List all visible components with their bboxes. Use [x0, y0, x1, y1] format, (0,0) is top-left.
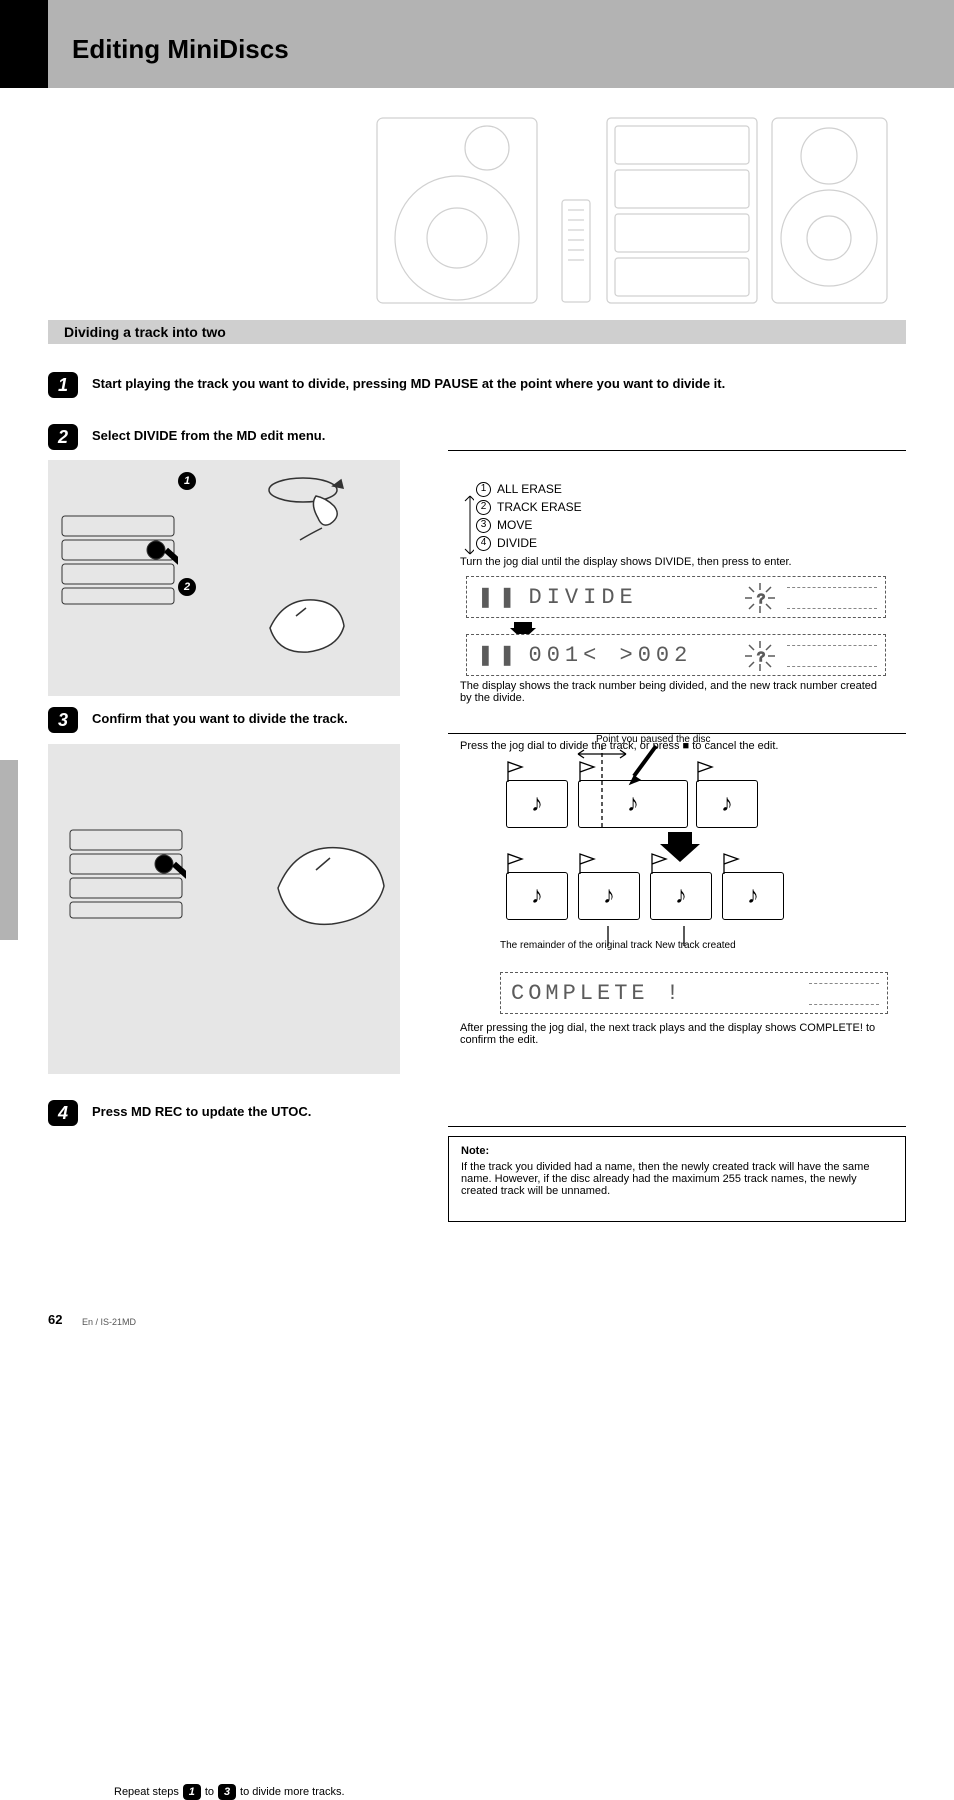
repeat-mid: to	[205, 1786, 214, 1798]
lcd-text-complete: COMPLETE !	[511, 981, 683, 1006]
stereo-unit-icon-2	[66, 824, 186, 924]
menu-item-4: DIVIDE	[497, 534, 537, 552]
pause-icon: ❚❚	[477, 584, 521, 610]
top-black-tab	[0, 0, 48, 88]
lcd-text-2: 001< >002	[529, 643, 693, 668]
divide-diagram: ♪ ♪ ♪ ♪ ♪ ♪ ♪	[500, 740, 800, 940]
note-icon: ♪	[747, 882, 759, 910]
step-1-badge: 1	[48, 372, 78, 398]
side-grey-tab	[0, 760, 18, 940]
lcd-text-1: DIVIDE	[529, 585, 638, 610]
track-box: ♪	[578, 872, 640, 920]
note-icon: ♪	[531, 882, 543, 910]
repeat-note: Repeat steps 1 to 3 to divide more track…	[114, 1784, 345, 1800]
repeat-prefix: Repeat steps	[114, 1786, 179, 1798]
menu-instruction: Turn the jog dial until the display show…	[460, 556, 880, 568]
step-3-text: Confirm that you want to divide the trac…	[92, 711, 882, 726]
page-number: 62	[48, 1312, 62, 1327]
lcd-tail-1	[787, 587, 877, 609]
lcd-tail-2	[787, 645, 877, 667]
blink-icon: ?	[743, 581, 777, 615]
step-1-text: Start playing the track you want to divi…	[92, 376, 882, 391]
track-box: ♪	[722, 872, 784, 920]
repeat-suffix: to divide more tracks.	[240, 1786, 345, 1798]
track-box: ♪	[506, 872, 568, 920]
menu-item-3: MOVE	[497, 516, 532, 534]
hero-stereo-illustration	[372, 108, 892, 308]
step-4-rule	[448, 1126, 906, 1127]
section-heading: Dividing a track into two	[48, 320, 906, 344]
menu-item-1: ALL ERASE	[497, 480, 562, 498]
track-box: ♪	[506, 780, 568, 828]
flag-icon	[696, 760, 714, 782]
blink-icon-2: ?	[743, 639, 777, 673]
edit-menu-list: 1 ALL ERASE 2 TRACK ERASE 3 MOVE 4 DIVIDE	[476, 480, 582, 552]
note-icon: ♪	[675, 882, 687, 910]
complete-caption: After pressing the jog dial, the next tr…	[460, 1022, 890, 1046]
flag-icon	[506, 760, 524, 782]
note-icon: ♪	[603, 882, 615, 910]
lcd-caption-2: The display shows the track number being…	[460, 680, 880, 704]
panel-step-2: 1 2	[48, 460, 400, 696]
pause-icon-2: ❚❚	[477, 642, 521, 668]
flag-icon	[578, 852, 596, 874]
lcd-tracks: ❚❚ 001< >002 ?	[466, 634, 886, 676]
track-box: ♪	[696, 780, 758, 828]
hand-press-icon-2	[258, 824, 398, 944]
diagram-caption-top: Point you paused the disc	[596, 734, 711, 745]
step-2-text: Select DIVIDE from the MD edit menu.	[92, 428, 882, 443]
step-4-badge: 4	[48, 1100, 78, 1126]
flag-icon	[650, 852, 668, 874]
step-2-badge: 2	[48, 424, 78, 450]
flag-icon	[506, 852, 524, 874]
note-body: If the track you divided had a name, the…	[461, 1161, 893, 1197]
flag-icon	[578, 760, 596, 782]
repeat-badge-3: 3	[218, 1784, 236, 1800]
svg-text:?: ?	[757, 592, 770, 608]
menu-num-4: 4	[476, 536, 491, 551]
flag-icon	[722, 852, 740, 874]
step-4-text: Press MD REC to update the UTOC.	[92, 1104, 882, 1119]
menu-cycle-arrow	[460, 490, 474, 560]
repeat-badge-1: 1	[183, 1784, 201, 1800]
track-box: ♪	[578, 780, 688, 828]
menu-num-3: 3	[476, 518, 491, 533]
step-2-rule	[448, 450, 906, 451]
step-3-badge: 3	[48, 707, 78, 733]
note-icon: ♪	[627, 790, 639, 818]
panel-step-3: Repeat steps 1 to 3 to divide more track…	[48, 744, 400, 1074]
lcd-divide: ❚❚ DIVIDE ?	[466, 576, 886, 618]
footer-model: En / IS-21MD	[82, 1317, 136, 1327]
hand-press-icon	[248, 580, 358, 670]
stereo-unit-icon	[58, 510, 178, 610]
substep-2-badge: 2	[178, 578, 196, 596]
lcd-tail-3	[809, 983, 879, 1005]
diagram-caption-below: The remainder of the original track New …	[500, 940, 890, 951]
track-box: ♪	[650, 872, 712, 920]
lcd-complete: COMPLETE !	[500, 972, 888, 1014]
menu-num-2: 2	[476, 500, 491, 515]
page-title: Editing MiniDiscs	[72, 34, 289, 65]
substep-1-badge: 1	[178, 472, 196, 490]
svg-text:?: ?	[757, 650, 770, 666]
note-heading: Note:	[461, 1145, 893, 1157]
note-icon: ♪	[721, 790, 733, 818]
note-icon: ♪	[531, 790, 543, 818]
hand-turn-icon	[248, 468, 358, 558]
note-box: Note: If the track you divided had a nam…	[448, 1136, 906, 1222]
section-heading-text: Dividing a track into two	[64, 324, 226, 340]
menu-num-1: 1	[476, 482, 491, 497]
menu-item-2: TRACK ERASE	[497, 498, 582, 516]
